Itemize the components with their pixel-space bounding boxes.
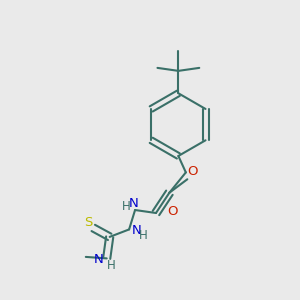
Text: N: N [132,224,141,237]
Text: H: H [139,229,148,242]
Text: N: N [94,253,103,266]
Text: O: O [167,205,178,218]
Text: H: H [107,259,116,272]
Text: O: O [187,165,198,178]
Text: H: H [122,200,130,213]
Text: S: S [84,216,92,229]
Text: N: N [128,197,138,210]
